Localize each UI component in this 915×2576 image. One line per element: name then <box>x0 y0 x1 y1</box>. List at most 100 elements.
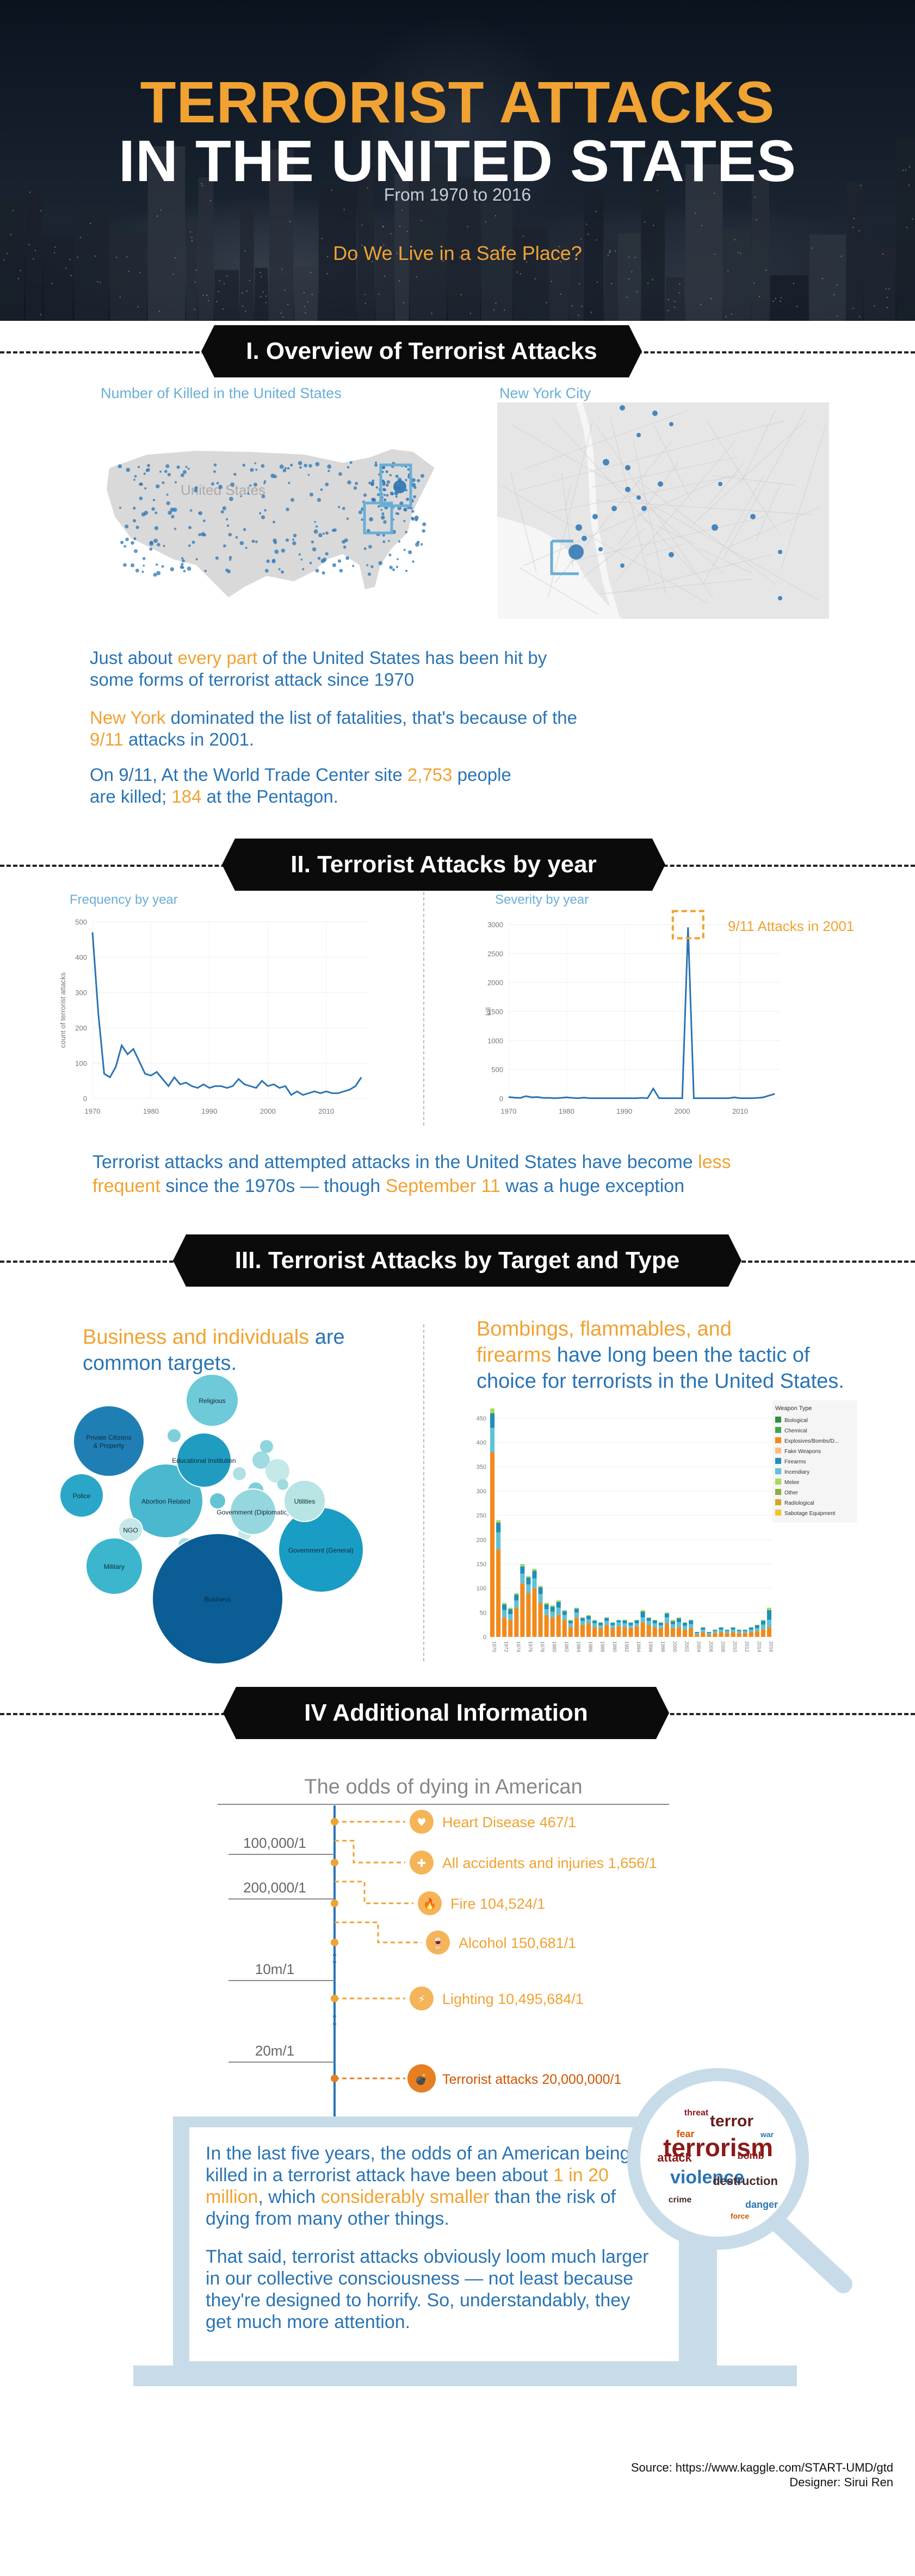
window-light <box>90 222 91 224</box>
window-light <box>191 240 193 241</box>
legend-swatch <box>775 1510 781 1516</box>
title-line-1: TERRORIST ATTACKS <box>140 69 775 135</box>
x-tick-label: 2010 <box>732 1107 748 1115</box>
lightning-cloud-icon-glyph: ⚡ <box>418 1992 425 2006</box>
section-1-banner: I. Overview of Terrorist Attacks <box>201 325 642 377</box>
bar-segment <box>580 1618 585 1621</box>
bar-segment <box>640 1611 645 1618</box>
event-dot <box>300 558 303 561</box>
building <box>724 228 751 321</box>
road <box>697 547 752 574</box>
window-light <box>172 274 174 275</box>
event-dot <box>245 547 248 549</box>
window-light <box>201 183 202 184</box>
y-tick-label: 50 <box>480 1610 486 1616</box>
bar-segment <box>731 1632 735 1637</box>
event-dot <box>403 549 406 551</box>
window-light <box>833 294 834 295</box>
text: of the United States has been hit by <box>257 648 547 668</box>
window-light <box>781 297 782 299</box>
bar-segment <box>502 1603 507 1605</box>
wordcloud-word: attack <box>657 2151 692 2164</box>
bar-segment <box>586 1619 591 1623</box>
window-light <box>657 174 659 176</box>
x-tick-label: 1982 <box>564 1641 569 1652</box>
window-light <box>311 294 313 295</box>
bomb-icon <box>407 2064 436 2093</box>
bar-segment <box>574 1607 579 1609</box>
highlight: firearms <box>477 1344 552 1367</box>
event-dot <box>243 527 246 531</box>
event-dot <box>337 559 342 563</box>
event-dot <box>220 510 224 514</box>
bar-segment <box>580 1617 585 1618</box>
bar-segment <box>719 1628 724 1630</box>
bar-segment <box>628 1625 633 1628</box>
bar-segment <box>520 1563 525 1567</box>
building <box>685 164 723 321</box>
legend-title: Weapon Type <box>775 1405 812 1412</box>
event-dot <box>145 469 149 472</box>
road <box>546 475 738 513</box>
event-dot <box>417 479 421 482</box>
window-light <box>28 244 30 245</box>
bar-segment <box>766 1610 771 1620</box>
bar-segment <box>628 1628 633 1637</box>
text: Terrorist attacks and attempted attacks … <box>92 1152 698 1172</box>
window-light <box>97 281 98 283</box>
event-dot <box>317 556 321 560</box>
event-dot <box>125 537 129 542</box>
event-dot <box>346 517 349 520</box>
building <box>357 172 375 321</box>
bar-segment <box>713 1630 718 1631</box>
event-dot <box>149 541 154 546</box>
event-dot <box>170 507 175 512</box>
bar-segment <box>598 1625 603 1628</box>
event-dot <box>307 474 310 476</box>
series-line <box>91 932 362 1096</box>
bar-segment <box>725 1631 729 1633</box>
us-map-text: United States <box>181 482 265 498</box>
event-dot <box>247 492 250 495</box>
window-light <box>119 296 121 298</box>
event-dot <box>331 529 335 532</box>
event-dot <box>372 479 375 482</box>
window-light <box>33 258 34 259</box>
window-light <box>886 297 888 299</box>
odds-item-label: Fire 104,524/1 <box>450 1896 545 1912</box>
x-tick-label: 1984 <box>576 1641 581 1652</box>
event-dot <box>339 568 343 573</box>
window-light <box>679 283 681 284</box>
bar-segment <box>707 1634 712 1637</box>
bar-segment <box>622 1623 627 1628</box>
event-dot <box>261 464 265 468</box>
window-light <box>588 233 589 235</box>
conclusion-paragraph-1: In the last five years, the odds of an A… <box>206 2143 652 2230</box>
event-dot <box>750 514 756 519</box>
event-dot <box>337 506 341 508</box>
event-dot <box>152 499 156 501</box>
window-light <box>284 289 286 291</box>
bubble-small <box>252 1451 270 1469</box>
bar-segment <box>628 1623 633 1625</box>
event-dot <box>194 488 197 493</box>
event-dot <box>380 508 383 511</box>
bubble <box>152 1533 283 1665</box>
event-dot <box>279 464 284 469</box>
bar-segment <box>592 1627 597 1637</box>
event-dot <box>669 422 673 426</box>
road <box>619 463 678 544</box>
bar-segment <box>508 1619 513 1637</box>
building <box>410 164 447 321</box>
legend-entry: Biological <box>784 1418 808 1424</box>
bar-segment <box>701 1628 706 1630</box>
event-dot <box>185 465 188 468</box>
bubble-label: Police <box>73 1492 91 1500</box>
bar-segment <box>701 1629 706 1632</box>
text: Just about <box>90 648 178 668</box>
road <box>568 516 765 562</box>
window-light <box>168 153 170 154</box>
window-light <box>69 259 71 260</box>
annotation-label: 9/11 Attacks in 2001 <box>728 918 855 934</box>
bar-segment <box>640 1622 645 1637</box>
